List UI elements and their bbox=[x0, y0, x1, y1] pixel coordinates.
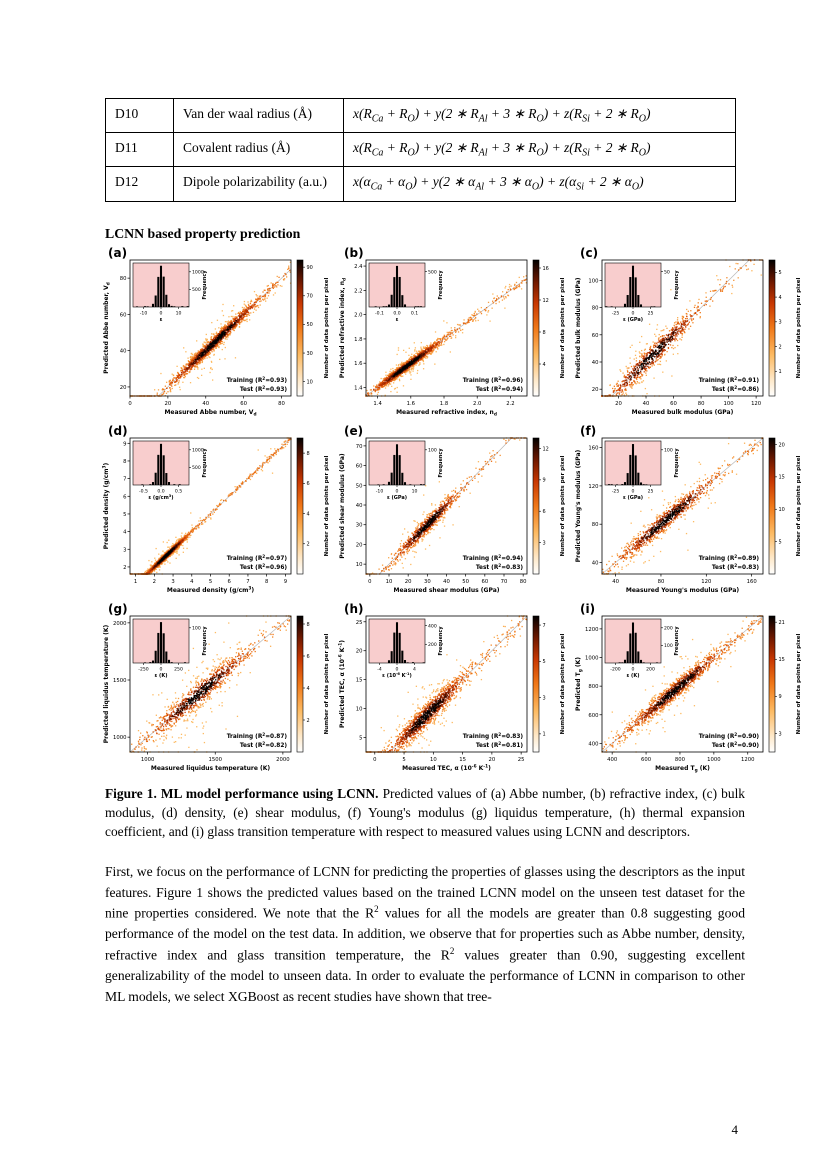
descriptor-formula: x(RCa + RO) + y(2 ∗ RAl + 3 ∗ RO) + z(RS… bbox=[343, 97, 736, 134]
plot-panel-g: (g) bbox=[100, 601, 336, 780]
scatter-plot-canvas bbox=[336, 245, 572, 424]
scatter-plot-canvas bbox=[572, 423, 808, 602]
scatter-plot-canvas bbox=[100, 423, 336, 602]
descriptor-id: D11 bbox=[105, 132, 174, 168]
figure-grid: (a) (b) (c) (d) (e) (f) (g) (h) (i) bbox=[100, 245, 808, 780]
descriptor-id: D10 bbox=[105, 97, 174, 134]
section-heading: LCNN based property prediction bbox=[105, 225, 301, 241]
body-paragraph: First, we focus on the performance of LC… bbox=[105, 863, 745, 1004]
panel-label: (e) bbox=[344, 423, 364, 438]
plot-panel-b: (b) bbox=[336, 245, 572, 424]
panel-label: (h) bbox=[344, 601, 364, 616]
panel-label: (f) bbox=[580, 423, 597, 438]
panel-label: (d) bbox=[108, 423, 128, 438]
plot-panel-e: (e) bbox=[336, 423, 572, 602]
panel-label: (a) bbox=[108, 245, 128, 260]
table-row: D10 Van der waal radius (Å) x(RCa + RO) + … bbox=[105, 97, 736, 134]
scatter-plot-canvas bbox=[572, 245, 808, 424]
descriptor-name: Van der waal radius (Å) bbox=[173, 97, 344, 134]
table-row: D11 Covalent radius (Å) x(RCa + RO) + y(2 … bbox=[105, 132, 736, 168]
scatter-plot-canvas bbox=[572, 601, 808, 780]
descriptor-name: Covalent radius (Å) bbox=[173, 132, 344, 168]
figure-caption: Figure 1. ML model performance using LCN… bbox=[105, 784, 745, 842]
panel-label: (b) bbox=[344, 245, 364, 260]
panel-label: (g) bbox=[108, 601, 128, 616]
page-number: 4 bbox=[731, 1122, 739, 1137]
plot-panel-c: (c) bbox=[572, 245, 808, 424]
panel-label: (i) bbox=[580, 601, 596, 616]
plot-panel-h: (h) bbox=[336, 601, 572, 780]
descriptor-formula: x(αCa + αO) + y(2 ∗ αAl + 3 ∗ αO) + z(αS… bbox=[343, 166, 736, 202]
descriptor-table: D10 Van der waal radius (Å) x(RCa + RO) + … bbox=[105, 97, 736, 202]
descriptor-id: D12 bbox=[105, 166, 174, 202]
plot-panel-i: (i) bbox=[572, 601, 808, 780]
scatter-plot-canvas bbox=[336, 423, 572, 602]
scatter-plot-canvas bbox=[336, 601, 572, 780]
scatter-plot-canvas bbox=[100, 245, 336, 424]
scatter-plot-canvas bbox=[100, 601, 336, 780]
plot-panel-f: (f) bbox=[572, 423, 808, 602]
plot-panel-d: (d) bbox=[100, 423, 336, 602]
panel-label: (c) bbox=[580, 245, 599, 260]
plot-panel-a: (a) bbox=[100, 245, 336, 424]
figure-caption-lead: Figure 1. ML model performance using LCN… bbox=[105, 785, 379, 801]
descriptor-formula: x(RCa + RO) + y(2 ∗ RAl + 3 ∗ RO) + z(RS… bbox=[343, 132, 736, 168]
figure-caption-text: Predicted values of (a) Abbe number, (b)… bbox=[105, 785, 745, 840]
table-row: D12 Dipole polarizability (a.u.) x(αCa + α… bbox=[105, 166, 736, 202]
descriptor-name: Dipole polarizability (a.u.) bbox=[173, 166, 344, 202]
